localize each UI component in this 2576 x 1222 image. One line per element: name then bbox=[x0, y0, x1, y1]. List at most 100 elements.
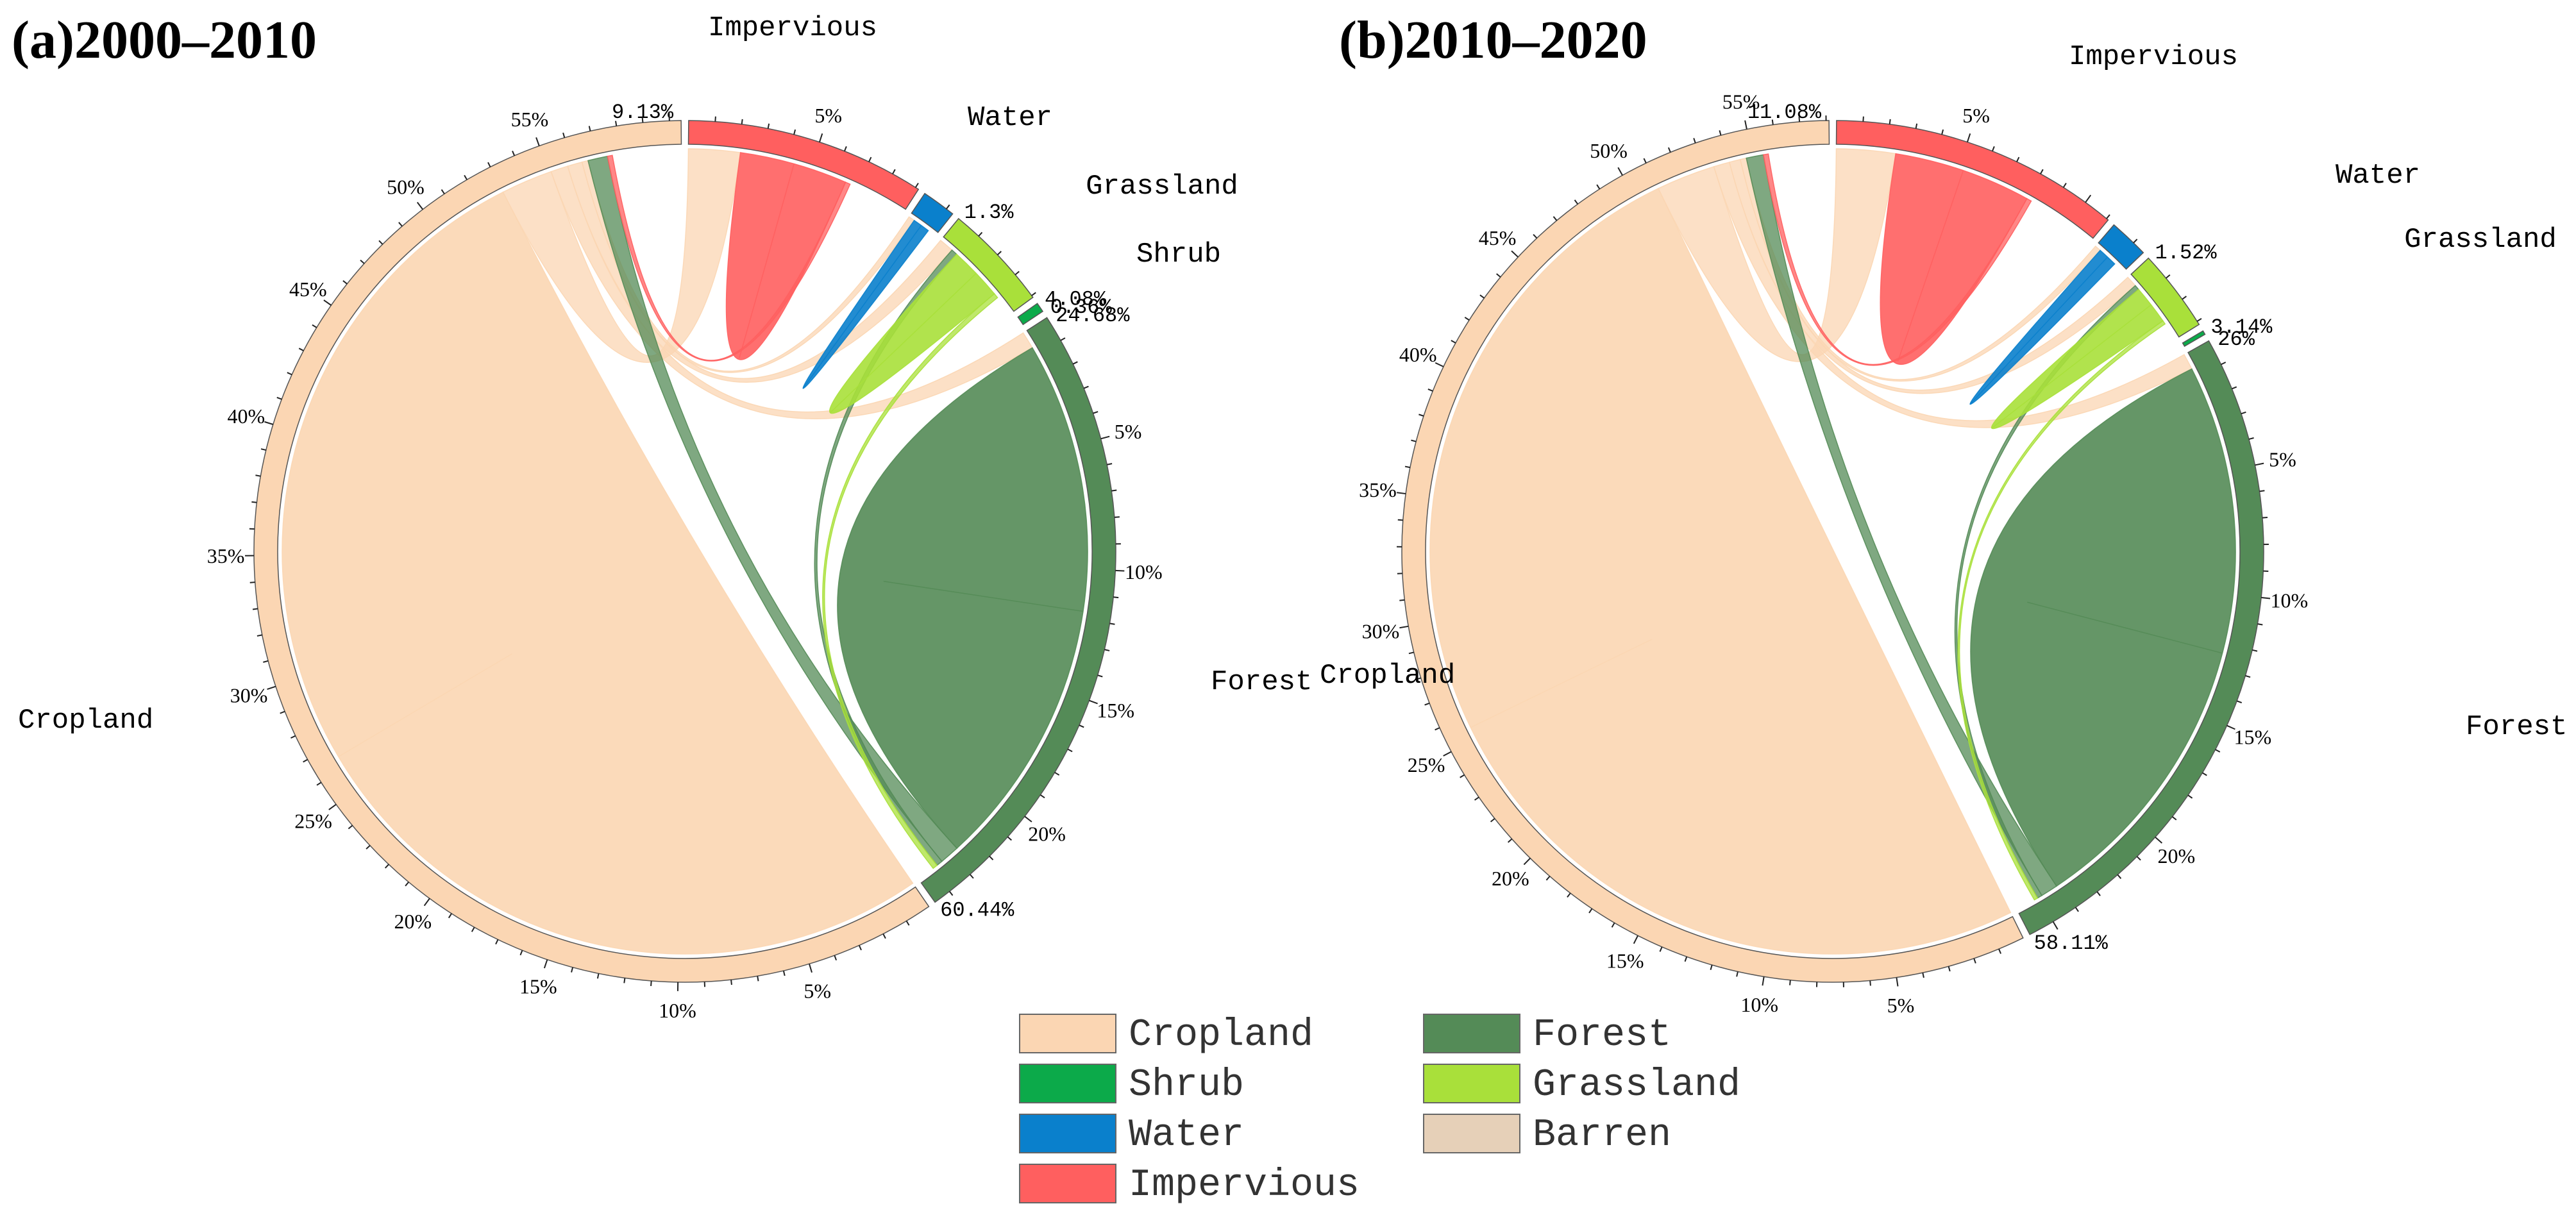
minor-tick bbox=[914, 183, 919, 188]
minor-tick bbox=[2182, 296, 2187, 300]
minor-tick bbox=[1991, 146, 1995, 152]
minor-tick bbox=[1040, 794, 1045, 799]
minor-tick bbox=[1496, 273, 1501, 278]
minor-tick bbox=[1553, 216, 1558, 221]
chord-grassland-to-forest bbox=[822, 293, 998, 869]
minor-tick bbox=[843, 146, 847, 152]
tick-label: 40% bbox=[1399, 343, 1437, 366]
minor-tick bbox=[487, 162, 491, 167]
tick-label: 10% bbox=[1740, 993, 1778, 1016]
minor-tick bbox=[1104, 649, 1110, 651]
segment-water bbox=[911, 192, 954, 233]
minor-tick bbox=[1460, 774, 1465, 778]
minor-tick bbox=[2201, 772, 2207, 776]
minor-tick bbox=[1067, 748, 1073, 753]
segment-cropland bbox=[253, 120, 930, 983]
major-tick bbox=[264, 421, 274, 425]
minor-tick bbox=[1667, 147, 1671, 153]
legend-item-cropland: Cropland bbox=[1019, 1014, 1313, 1057]
legend-label: Forest bbox=[1533, 1014, 1671, 1057]
legend: Cropland Shrub Water Impervious Forest Grassl… bbox=[1019, 1014, 1740, 1207]
minor-tick bbox=[892, 169, 896, 174]
segment-percent-water: 1.3% bbox=[964, 201, 1014, 224]
minor-tick bbox=[834, 955, 838, 961]
minor-tick bbox=[1659, 946, 1663, 952]
legend-label: Cropland bbox=[1129, 1014, 1313, 1057]
minor-tick bbox=[1113, 596, 1119, 599]
tick-label: 15% bbox=[1097, 699, 1134, 722]
chord-cropland-to-impervious bbox=[502, 148, 741, 363]
minor-tick bbox=[1408, 651, 1414, 655]
minor-tick bbox=[287, 372, 292, 376]
major-tick bbox=[267, 685, 276, 690]
tick-label: 5% bbox=[804, 980, 831, 1003]
major-tick bbox=[1443, 751, 1452, 757]
segment-name-impervious: Impervious bbox=[708, 12, 877, 44]
major-tick bbox=[1511, 250, 1519, 258]
segment-ticks-impervious: 5% bbox=[714, 104, 919, 188]
minor-tick bbox=[251, 501, 257, 503]
minor-tick bbox=[1404, 465, 1411, 469]
outer-ring: 5% 11.08% 1.52% 3.14% 5% 10% 15% 20% 26% 5% 10% 15%… bbox=[1359, 90, 2308, 1017]
tick-label: 5% bbox=[1962, 104, 1990, 127]
minor-tick bbox=[2136, 856, 2141, 861]
minor-tick bbox=[512, 151, 516, 156]
minor-tick bbox=[366, 845, 371, 850]
chord-ribbons bbox=[282, 148, 1088, 955]
segment-grassland bbox=[943, 217, 1034, 312]
tick-label: 20% bbox=[1028, 822, 1066, 845]
segment-name-grassland: Grassland bbox=[2404, 224, 2557, 256]
chord-impervious-to-impervious bbox=[1880, 153, 2028, 365]
minor-tick bbox=[1079, 724, 1084, 728]
minor-tick bbox=[1060, 337, 1066, 341]
minor-tick bbox=[2262, 517, 2268, 519]
legend-label: Grassland bbox=[1533, 1064, 1740, 1107]
minor-tick bbox=[441, 189, 445, 194]
minor-tick bbox=[1435, 727, 1440, 731]
major-tick bbox=[543, 959, 548, 969]
major-tick bbox=[1089, 699, 1098, 705]
minor-tick bbox=[948, 891, 954, 896]
minor-tick bbox=[2248, 437, 2254, 440]
major-tick bbox=[1024, 816, 1032, 823]
tick-label: 55% bbox=[511, 108, 549, 131]
segment-ticks-grassland bbox=[2165, 274, 2202, 322]
tick-label: 35% bbox=[1359, 478, 1397, 501]
minor-tick bbox=[257, 634, 262, 637]
minor-tick bbox=[793, 129, 796, 135]
segment-percent-shrub: 0.36% bbox=[1050, 296, 1113, 319]
minor-tick bbox=[1479, 294, 1485, 299]
minor-tick bbox=[1083, 385, 1089, 389]
minor-tick bbox=[1611, 922, 1615, 928]
minor-tick bbox=[1007, 836, 1013, 841]
major-tick bbox=[2085, 194, 2092, 203]
minor-tick bbox=[1399, 599, 1405, 601]
minor-tick bbox=[303, 758, 308, 763]
minor-tick bbox=[2221, 362, 2227, 365]
minor-tick bbox=[714, 116, 716, 122]
minor-tick bbox=[519, 950, 523, 956]
segment-name-grassland: Grassland bbox=[1086, 171, 1238, 203]
minor-tick bbox=[2187, 794, 2193, 799]
minor-tick bbox=[2231, 386, 2237, 390]
segment-name-water: Water bbox=[2336, 160, 2420, 192]
chord-cropland-to-cropland bbox=[1429, 187, 2012, 955]
minor-tick bbox=[378, 240, 383, 245]
segment-shrub bbox=[1017, 303, 1044, 326]
minor-tick bbox=[868, 156, 872, 162]
chord-forest-to-cropland bbox=[1746, 154, 2058, 896]
segment-ticks-cropland: 5% 10% 15% 20% 25% 30% 35% 40% 45% 50% 55% bbox=[1359, 90, 2002, 1017]
minor-tick bbox=[2259, 490, 2265, 492]
major-tick bbox=[818, 133, 823, 142]
tick-label: 40% bbox=[227, 405, 265, 428]
minor-tick bbox=[1464, 317, 1470, 321]
chord-forest-to-forest bbox=[1970, 368, 2236, 887]
tick-label: 50% bbox=[387, 176, 425, 199]
segment-name-impervious: Impervious bbox=[2069, 41, 2238, 73]
tick-label: 10% bbox=[659, 999, 696, 1022]
minor-tick bbox=[1941, 129, 1944, 135]
minor-tick bbox=[255, 474, 261, 477]
segment-ticks-forest: 5% 10% 15% 20% bbox=[2052, 362, 2308, 930]
minor-tick bbox=[997, 251, 1002, 256]
